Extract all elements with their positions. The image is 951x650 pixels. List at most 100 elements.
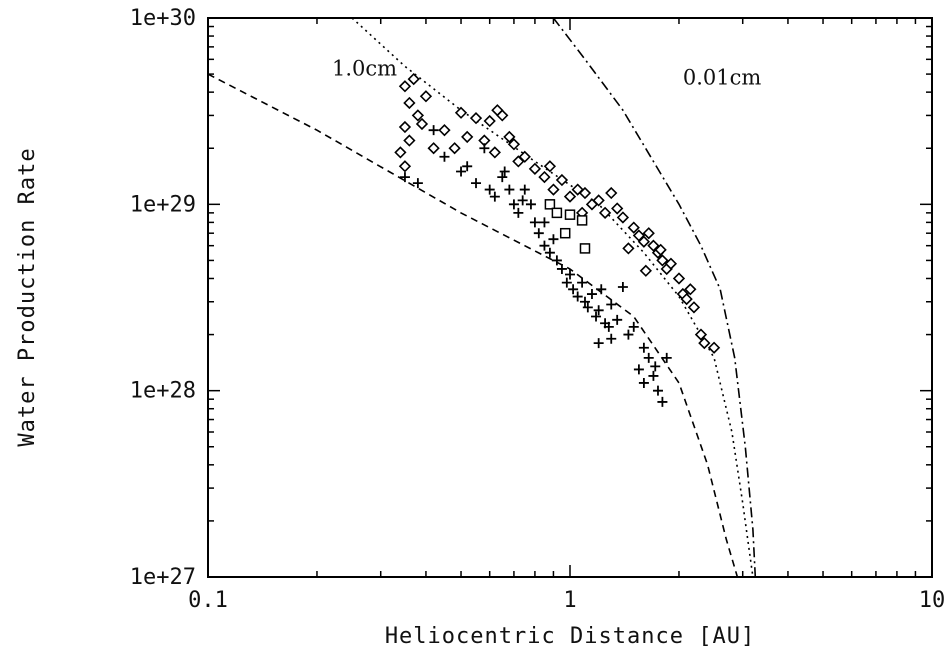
data-point-diamond	[543, 160, 557, 173]
data-point-diamond	[403, 96, 416, 110]
data-point-diamond	[680, 292, 693, 306]
data-point-diamond	[483, 114, 496, 128]
model-curve	[552, 18, 757, 577]
data-point-diamond	[694, 328, 708, 341]
y-tick-label: 1e+28	[130, 379, 196, 404]
data-point-plus	[648, 370, 659, 381]
data-point-diamond	[419, 90, 433, 103]
data-point-plus	[539, 240, 550, 251]
data-point-diamond	[622, 242, 635, 255]
axis-ticks	[207, 18, 932, 578]
data-point-plus	[593, 338, 604, 349]
data-point-plus	[428, 125, 439, 136]
data-point-plus	[504, 184, 515, 195]
data-point-plus	[439, 151, 450, 162]
data-point-plus	[479, 143, 490, 154]
data-point-diamond	[469, 112, 483, 125]
data-point-diamond	[687, 301, 701, 314]
data-point-plus	[529, 217, 540, 228]
data-point-plus	[462, 161, 473, 172]
data-point-diamond	[684, 283, 697, 296]
data-point-plus	[551, 255, 562, 266]
data-point-plus	[539, 217, 550, 228]
data-point-diamond	[503, 130, 516, 144]
data-point-plus	[568, 284, 579, 295]
data-point-plus	[499, 166, 510, 177]
data-point-square	[551, 207, 563, 219]
data-point-plus	[606, 333, 617, 344]
x-tick-label: 0.1	[188, 588, 228, 613]
data-point-diamond	[528, 162, 542, 175]
data-point-plus	[572, 291, 583, 302]
model-curve	[208, 73, 739, 577]
data-point-plus	[652, 385, 663, 396]
data-point-diamond	[507, 138, 521, 151]
y-tick-label: 1e+27	[130, 565, 196, 590]
data-point-diamond	[427, 142, 440, 155]
x-axis-title: Heliocentric Distance [AU]	[385, 624, 755, 649]
data-point-plus	[596, 284, 607, 295]
y-tick-label: 1e+30	[130, 6, 196, 31]
data-point-plus	[565, 269, 575, 280]
data-point-diamond	[592, 194, 605, 207]
data-point-diamond	[707, 341, 721, 354]
tick-labels: 0.1 1 10 1e+27 1e+28 1e+29 1e+30	[130, 6, 945, 613]
data-point-plus	[556, 263, 567, 274]
data-point-plus	[603, 321, 614, 332]
data-point-diamond	[394, 146, 407, 159]
data-point-plus	[643, 352, 654, 363]
curve-label: 0.01cm	[683, 65, 762, 89]
data-point-diamond	[627, 221, 640, 234]
model-curves	[208, 18, 757, 577]
y-tick-label: 1e+29	[130, 192, 196, 217]
data-point-plus	[513, 207, 524, 218]
data-point-plus	[593, 305, 604, 316]
data-point-diamond	[398, 160, 412, 173]
data-point-diamond	[647, 239, 660, 252]
data-point-diamond	[578, 186, 592, 200]
data-point-plus	[612, 314, 623, 325]
curve-labels: 1.0cm 0.1cm 0.01cm	[332, 0, 761, 89]
data-point-diamond	[403, 134, 416, 147]
data-point-plus	[412, 178, 423, 189]
data-point-plus	[533, 228, 544, 239]
data-point-plus	[633, 364, 644, 375]
data-point-square	[579, 243, 591, 254]
data-point-diamond	[642, 227, 655, 240]
data-point-diamond	[411, 109, 425, 122]
data-point-plus	[577, 277, 588, 288]
data-point-plus	[399, 172, 410, 183]
data-point-diamond	[407, 72, 420, 86]
data-point-plus	[617, 282, 628, 293]
data-point-diamond	[598, 206, 612, 219]
data-point-diamond	[605, 186, 618, 200]
data-point-diamond	[656, 254, 669, 267]
data-point-square	[544, 199, 556, 210]
data-point-plus	[484, 184, 495, 195]
data-point-diamond	[538, 170, 551, 184]
data-point-diamond	[415, 117, 429, 131]
data-point-diamond	[672, 272, 686, 285]
data-point-plus	[471, 178, 482, 189]
data-point-diamond	[512, 155, 525, 168]
data-point-plus	[650, 361, 661, 372]
data-point-square	[559, 227, 571, 239]
data-point-plus	[519, 184, 530, 195]
data-point-plus	[548, 234, 559, 245]
data-point-plus	[579, 296, 590, 307]
data-point-diamond	[611, 202, 624, 215]
data-point-plus	[489, 191, 500, 202]
data-point-diamond	[571, 183, 584, 196]
data-point-diamond	[547, 183, 560, 196]
data-point-plus	[591, 311, 602, 322]
x-tick-label: 1	[563, 588, 576, 613]
data-point-plus	[606, 299, 617, 310]
data-point-plus	[508, 199, 519, 210]
data-point-diamond	[398, 120, 412, 134]
data-point-plus	[544, 247, 555, 258]
data-point-plus	[525, 199, 536, 210]
data-point-diamond	[448, 142, 461, 155]
data-point-diamond	[632, 229, 646, 242]
data-point-plus	[638, 342, 649, 353]
data-point-plus	[517, 195, 528, 206]
